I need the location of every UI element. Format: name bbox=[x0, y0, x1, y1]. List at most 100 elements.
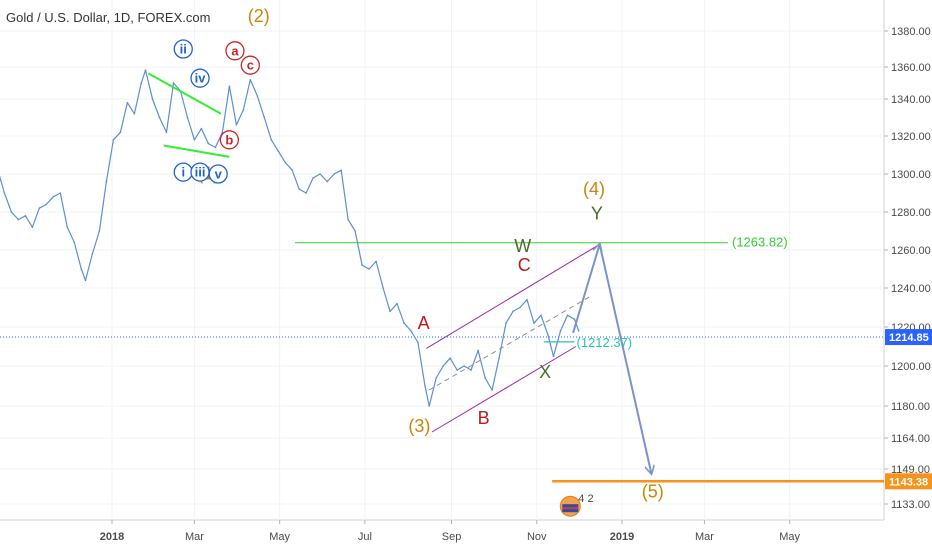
price-point bbox=[347, 218, 349, 221]
price-point bbox=[172, 82, 175, 84]
price-point bbox=[547, 334, 549, 336]
channel-lower-line[interactable] bbox=[431, 346, 577, 433]
price-point bbox=[214, 146, 217, 149]
price-point bbox=[559, 330, 562, 332]
forecast-arrow[interactable] bbox=[598, 244, 652, 473]
price-point bbox=[326, 180, 329, 183]
price-point bbox=[200, 127, 203, 130]
x-tick-label: 2019 bbox=[610, 531, 634, 543]
channel-mid-line[interactable] bbox=[428, 295, 592, 391]
wave-label[interactable]: A bbox=[418, 313, 430, 333]
y-tick-label: 1164.00 bbox=[891, 433, 930, 445]
price-point bbox=[91, 253, 94, 255]
circled-wave-label[interactable]: b bbox=[219, 130, 240, 150]
target-price-tag: 1143.38 bbox=[885, 473, 932, 490]
wave-label[interactable]: (3) bbox=[408, 416, 430, 436]
price-point bbox=[477, 349, 479, 352]
x-tick-label: Mar bbox=[185, 531, 204, 543]
circled-wave-label[interactable]: v bbox=[208, 164, 228, 184]
price-point bbox=[533, 322, 535, 324]
price-point bbox=[463, 365, 465, 367]
wave-label[interactable]: Y bbox=[591, 204, 603, 224]
y-tick-label: 1260.00 bbox=[891, 245, 931, 257]
price-point bbox=[263, 116, 266, 119]
wave-circle-text: ii bbox=[180, 42, 187, 57]
price-point bbox=[52, 196, 55, 198]
price-point bbox=[221, 131, 224, 134]
price-point bbox=[354, 230, 356, 232]
price-point bbox=[73, 241, 76, 244]
price-point bbox=[428, 405, 431, 407]
wave-circle bbox=[208, 164, 228, 184]
price-point bbox=[112, 139, 115, 141]
price-point bbox=[456, 369, 458, 371]
circled-wave-label[interactable]: iv bbox=[190, 68, 210, 88]
price-point bbox=[277, 150, 280, 152]
price-point bbox=[151, 98, 154, 100]
channel-upper-line[interactable] bbox=[426, 243, 600, 349]
drawings bbox=[147, 72, 652, 473]
wave-label[interactable]: X bbox=[539, 362, 551, 382]
price-point bbox=[396, 302, 398, 305]
wave-circle bbox=[225, 41, 245, 61]
price-point bbox=[375, 260, 377, 263]
price-point bbox=[442, 365, 445, 367]
price-point bbox=[305, 192, 308, 194]
y-tick-label: 1180.00 bbox=[891, 401, 930, 413]
wave-circle bbox=[190, 68, 210, 88]
wave-circle-text: iv bbox=[195, 71, 207, 86]
price-point bbox=[38, 207, 41, 209]
wave-circle bbox=[240, 55, 260, 75]
author-logo-badge[interactable]: 4 2 bbox=[559, 493, 594, 517]
circled-wave-label[interactable]: a bbox=[225, 41, 245, 61]
y-tick-label: 1133.00 bbox=[891, 499, 930, 511]
wedge-trendline[interactable] bbox=[163, 144, 230, 158]
price-point bbox=[119, 131, 122, 134]
x-tick-label: May bbox=[269, 531, 290, 543]
circled-wave-label[interactable]: iii bbox=[190, 162, 210, 182]
y-axis-panel[interactable] bbox=[884, 0, 932, 520]
price-point bbox=[186, 116, 189, 119]
wave-label[interactable]: (2) bbox=[248, 6, 270, 26]
price-point bbox=[382, 287, 384, 289]
y-tick-label: 1300.00 bbox=[891, 169, 931, 181]
wave-label[interactable]: B bbox=[478, 408, 490, 428]
price-point bbox=[319, 173, 322, 175]
y-tick-label: 1200.00 bbox=[891, 361, 931, 373]
wave-label[interactable]: (4) bbox=[583, 179, 605, 199]
price-point bbox=[284, 161, 287, 164]
wave-label[interactable]: W bbox=[514, 236, 531, 256]
x-tick-label: Jul bbox=[358, 531, 372, 543]
logo-flag-stripe bbox=[562, 507, 579, 510]
y-axis: 1133.001149.001164.001180.001200.001220.… bbox=[884, 26, 932, 511]
price-point bbox=[59, 192, 62, 194]
current-price-tag-bg bbox=[885, 329, 932, 346]
circled-wave-label[interactable]: c bbox=[240, 55, 260, 75]
price-point bbox=[98, 230, 101, 232]
price-point bbox=[24, 215, 27, 217]
price-point bbox=[270, 139, 273, 141]
price-point bbox=[10, 211, 13, 213]
circled-wave-label[interactable]: ii bbox=[173, 39, 193, 59]
price-point bbox=[207, 142, 210, 145]
circled-wave-label[interactable]: i bbox=[173, 162, 193, 182]
price-point bbox=[31, 226, 34, 228]
price-series-line[interactable] bbox=[0, 69, 580, 407]
wave-label[interactable]: (5) bbox=[642, 481, 664, 501]
price-point bbox=[80, 268, 83, 270]
wave-circle-text: a bbox=[231, 43, 239, 58]
wave-circle bbox=[173, 39, 193, 59]
price-point bbox=[526, 298, 528, 301]
x-tick-label: Nov bbox=[527, 531, 547, 543]
price-point bbox=[165, 131, 168, 134]
wave-label[interactable]: C bbox=[518, 255, 531, 275]
price-point bbox=[17, 218, 20, 221]
price-point bbox=[449, 357, 451, 360]
price-point bbox=[540, 314, 542, 317]
wave-circle-text: v bbox=[215, 167, 223, 182]
price-point bbox=[242, 109, 245, 111]
grid bbox=[0, 0, 884, 520]
wedge-trendline[interactable] bbox=[147, 72, 222, 115]
forecast-arrow[interactable] bbox=[572, 244, 600, 334]
